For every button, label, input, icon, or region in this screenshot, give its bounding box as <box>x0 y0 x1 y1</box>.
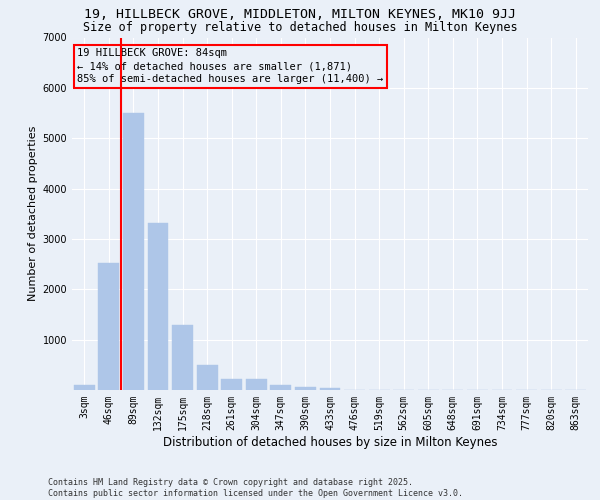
Bar <box>123 113 144 390</box>
Text: 19 HILLBECK GROVE: 84sqm
← 14% of detached houses are smaller (1,871)
85% of sem: 19 HILLBECK GROVE: 84sqm ← 14% of detach… <box>77 48 383 84</box>
Bar <box>221 380 242 390</box>
Bar <box>295 388 316 390</box>
Bar <box>246 380 267 390</box>
Text: 19, HILLBECK GROVE, MIDDLETON, MILTON KEYNES, MK10 9JJ: 19, HILLBECK GROVE, MIDDLETON, MILTON KE… <box>84 8 516 20</box>
X-axis label: Distribution of detached houses by size in Milton Keynes: Distribution of detached houses by size … <box>163 436 497 448</box>
Bar <box>74 386 95 390</box>
Bar <box>320 388 340 390</box>
Bar <box>271 385 292 390</box>
Text: Contains HM Land Registry data © Crown copyright and database right 2025.
Contai: Contains HM Land Registry data © Crown c… <box>48 478 463 498</box>
Text: Size of property relative to detached houses in Milton Keynes: Size of property relative to detached ho… <box>83 21 517 34</box>
Bar <box>197 366 218 390</box>
Y-axis label: Number of detached properties: Number of detached properties <box>28 126 38 302</box>
Bar <box>172 325 193 390</box>
Bar <box>148 223 169 390</box>
Bar <box>98 263 119 390</box>
